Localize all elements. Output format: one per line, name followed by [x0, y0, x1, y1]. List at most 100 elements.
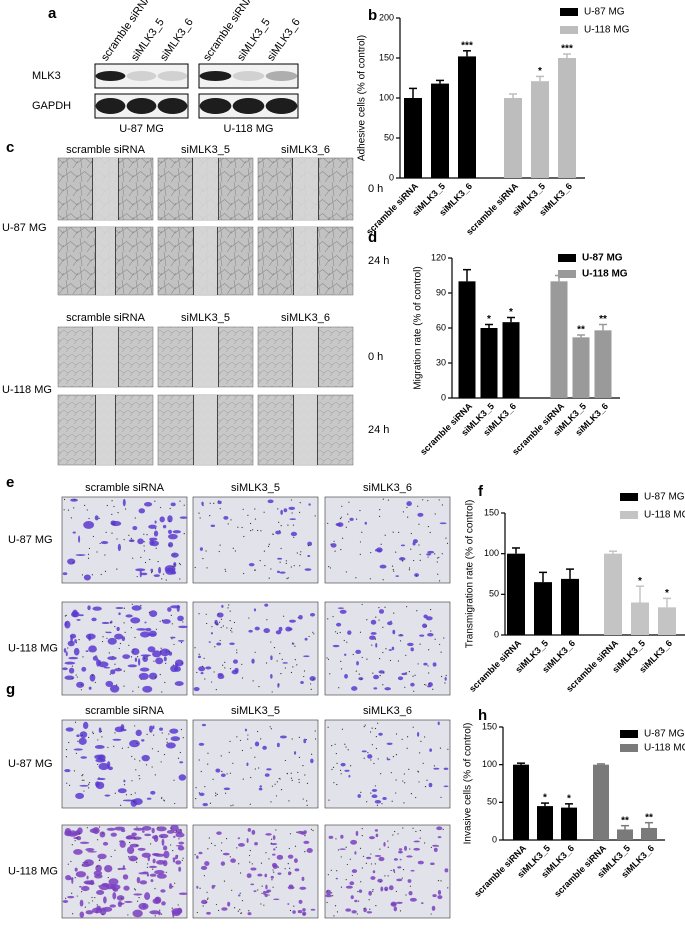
cell: [201, 723, 207, 727]
pore: [304, 774, 306, 776]
pore: [272, 533, 274, 535]
pore: [331, 892, 333, 894]
pore: [198, 792, 200, 794]
pore: [331, 768, 333, 771]
cell: [131, 832, 137, 837]
cell: [300, 680, 304, 685]
cell: [427, 632, 434, 637]
pore: [339, 769, 342, 771]
pore: [250, 776, 252, 779]
pore: [96, 904, 98, 906]
pore: [65, 897, 67, 899]
cell: [70, 635, 73, 643]
cell: [145, 627, 152, 632]
blot-band: [232, 71, 265, 81]
cell: [361, 750, 367, 753]
pore: [298, 736, 300, 738]
pore: [254, 508, 256, 510]
cell: [163, 656, 167, 662]
cell: [370, 632, 377, 635]
pore: [140, 604, 142, 607]
pore: [80, 684, 83, 686]
cell: [139, 880, 148, 885]
cell: [413, 847, 421, 851]
pore: [447, 748, 449, 750]
cell: [377, 878, 383, 883]
significance-label: *: [538, 66, 542, 77]
cell: [351, 686, 358, 691]
pore: [241, 677, 244, 679]
cell: [355, 649, 362, 654]
pore: [277, 866, 279, 868]
pore: [226, 773, 228, 775]
cell: [384, 886, 389, 892]
pore: [398, 531, 400, 533]
pore: [218, 550, 220, 553]
cell: [163, 850, 170, 859]
y-tick-label: 100: [484, 548, 499, 558]
pore: [124, 508, 127, 510]
bar: [594, 330, 612, 398]
cell: [144, 892, 151, 901]
pore: [430, 630, 432, 632]
cell: [410, 647, 414, 652]
pore: [387, 875, 389, 877]
pore: [238, 863, 240, 865]
cell: [250, 867, 257, 871]
pore: [174, 802, 176, 805]
pore: [339, 631, 341, 634]
cell: [277, 570, 280, 573]
cell: [437, 721, 440, 726]
pore: [130, 537, 132, 540]
pore: [288, 867, 291, 870]
cell: [270, 875, 274, 879]
pore: [340, 773, 342, 775]
pore: [254, 651, 256, 653]
pore: [430, 609, 432, 611]
bar: [561, 807, 577, 840]
cell: [417, 732, 420, 737]
pore: [224, 667, 226, 669]
pore: [312, 829, 314, 832]
pore: [211, 626, 213, 628]
pore: [154, 500, 156, 502]
pore: [72, 561, 74, 563]
cell: [264, 773, 270, 777]
pore: [340, 548, 342, 551]
y-tick-label: 150: [379, 52, 394, 62]
cell: [386, 742, 393, 745]
cell: [94, 745, 105, 749]
pore: [434, 553, 436, 555]
cell: [122, 498, 126, 507]
pore: [296, 664, 298, 666]
cell: [193, 687, 200, 692]
bar: [658, 607, 676, 635]
pore: [105, 631, 107, 633]
bar: [502, 322, 520, 398]
cell: [298, 614, 303, 620]
pore: [434, 513, 436, 515]
pore: [114, 849, 116, 851]
micrograph: [324, 496, 451, 584]
pore: [71, 892, 73, 894]
pore: [438, 499, 440, 501]
cell: [257, 873, 263, 877]
pore: [134, 636, 136, 639]
pore: [347, 749, 349, 751]
pore: [276, 781, 278, 783]
pore: [355, 577, 357, 579]
legend-swatch: [620, 493, 638, 501]
cell: [407, 879, 412, 883]
pore: [123, 670, 125, 672]
pore: [290, 872, 292, 874]
cell: [99, 907, 107, 916]
pore: [202, 905, 204, 907]
cell: [178, 841, 185, 845]
pore: [226, 627, 228, 629]
pore: [366, 801, 368, 803]
cell: [380, 886, 384, 892]
cell: [74, 639, 77, 643]
pore: [146, 866, 149, 868]
pore: [81, 774, 83, 777]
pore: [271, 838, 273, 840]
